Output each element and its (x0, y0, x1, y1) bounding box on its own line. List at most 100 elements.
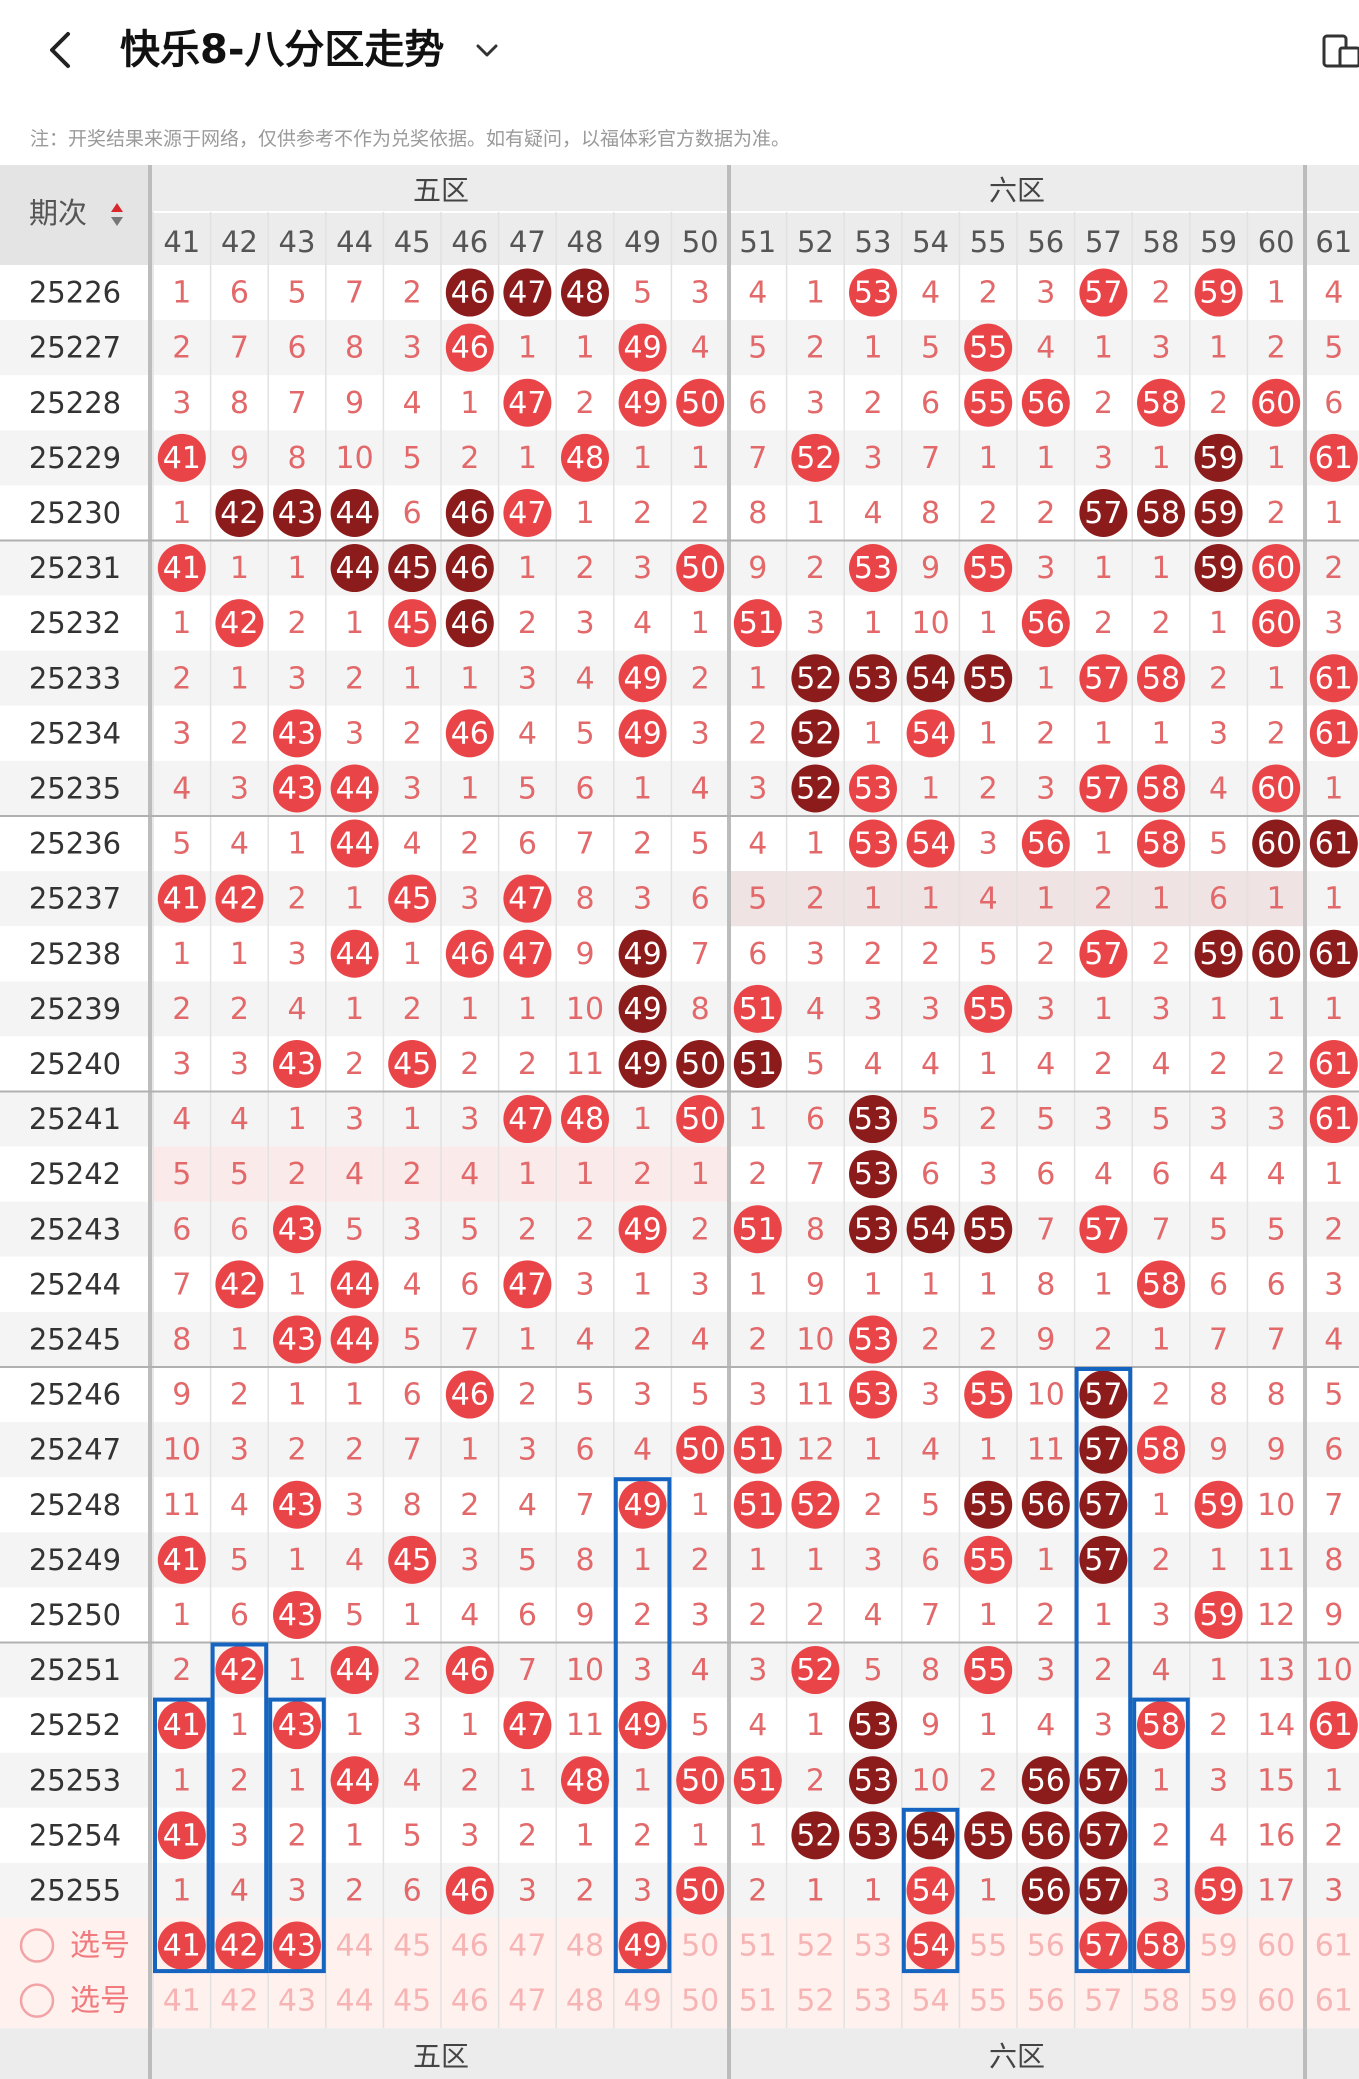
red-ball (733, 599, 782, 648)
select-number[interactable]: 58 (1142, 1984, 1180, 2019)
select-number[interactable]: 53 (854, 1984, 892, 2019)
ball-number: 52 (796, 441, 834, 476)
select-number[interactable]: 46 (451, 1929, 489, 1964)
select-number[interactable]: 42 (220, 1984, 258, 2019)
miss-value: 1 (460, 992, 479, 1027)
select-number[interactable]: 54 (912, 1984, 950, 2019)
period-number: 25233 (29, 661, 121, 695)
select-number[interactable]: 43 (278, 1984, 316, 2019)
back-arrow-icon[interactable] (40, 28, 84, 72)
ball-number: 55 (969, 1488, 1007, 1523)
period-header-cell[interactable] (0, 165, 150, 265)
select-number[interactable]: 55 (969, 1929, 1007, 1964)
select-number[interactable]: 48 (566, 1984, 604, 2019)
selected-ball[interactable] (215, 1921, 264, 1970)
ball-number: 55 (969, 331, 1007, 366)
ball-number: 59 (1200, 1873, 1238, 1908)
select-number[interactable]: 44 (336, 1929, 374, 1964)
miss-value: 3 (345, 1488, 364, 1523)
selected-ball-number[interactable]: 57 (1084, 1929, 1122, 1964)
selected-ball[interactable] (1137, 1921, 1185, 1970)
miss-value: 10 (912, 606, 950, 641)
selected-ball[interactable] (1079, 1921, 1128, 1970)
select-number[interactable]: 50 (681, 1984, 719, 2019)
selected-ball-number[interactable]: 43 (278, 1929, 316, 1964)
ball-number: 55 (969, 1212, 1007, 1247)
dark-ball (791, 1811, 840, 1860)
select-number[interactable]: 45 (393, 1929, 431, 1964)
footer-zone-title: 六区 (989, 2040, 1045, 2073)
screen-rotate-icon[interactable] (1318, 30, 1359, 74)
ball-number: 60 (1257, 551, 1295, 586)
select-number[interactable]: 55 (969, 1984, 1007, 2019)
column-header-51: 51 (739, 225, 776, 259)
select-number[interactable]: 61 (1315, 1929, 1353, 1964)
select-number[interactable]: 61 (1315, 1984, 1353, 2019)
ball-number: 49 (624, 716, 662, 751)
miss-value: 16 (1257, 1818, 1295, 1853)
select-number[interactable]: 51 (739, 1984, 777, 2019)
period-number: 25244 (29, 1267, 121, 1301)
ball-number: 46 (451, 937, 489, 972)
page-title[interactable]: 快乐8-八分区走势 (120, 27, 445, 73)
miss-value: 4 (633, 1433, 652, 1468)
select-number[interactable]: 47 (508, 1929, 546, 1964)
select-label[interactable]: 选号 (70, 1929, 130, 1964)
select-number[interactable]: 41 (163, 1984, 201, 2019)
dark-ball (849, 1811, 897, 1860)
selected-ball-number[interactable]: 58 (1142, 1929, 1180, 1964)
select-number[interactable]: 45 (393, 1984, 431, 2019)
select-number[interactable]: 59 (1200, 1984, 1238, 2019)
red-ball (1309, 1701, 1358, 1750)
ball-number: 49 (624, 937, 662, 972)
select-number[interactable]: 44 (336, 1984, 374, 2019)
selected-ball[interactable] (906, 1921, 955, 1970)
select-number[interactable]: 47 (508, 1984, 546, 2019)
miss-value: 1 (806, 1708, 825, 1743)
selected-ball-number[interactable]: 42 (220, 1929, 258, 1964)
miss-value: 3 (1324, 1267, 1343, 1302)
select-number[interactable]: 50 (681, 1929, 719, 1964)
select-number[interactable]: 56 (1027, 1984, 1065, 2019)
select-number[interactable]: 51 (739, 1929, 777, 1964)
select-radio[interactable] (19, 1983, 55, 2018)
miss-value: 3 (633, 1378, 652, 1413)
select-label[interactable]: 选号 (70, 1984, 130, 2019)
select-number[interactable]: 57 (1084, 1984, 1122, 2019)
select-number[interactable]: 59 (1200, 1929, 1238, 1964)
selected-ball[interactable] (273, 1921, 321, 1970)
selected-ball-number[interactable]: 54 (912, 1929, 950, 1964)
dark-ball (791, 709, 840, 758)
period-number: 25250 (29, 1598, 121, 1632)
select-number[interactable]: 46 (451, 1984, 489, 2019)
red-ball (1309, 1095, 1358, 1144)
miss-value: 4 (403, 1763, 422, 1798)
select-number[interactable]: 52 (796, 1984, 834, 2019)
miss-value: 2 (345, 1433, 364, 1468)
selected-ball-number[interactable]: 41 (163, 1929, 201, 1964)
select-number[interactable]: 53 (854, 1929, 892, 1964)
dark-ball (1079, 1811, 1128, 1860)
select-radio[interactable] (19, 1928, 55, 1963)
miss-value: 11 (1257, 1543, 1295, 1578)
select-number[interactable]: 48 (566, 1929, 604, 1964)
selected-ball[interactable] (618, 1921, 667, 1970)
miss-value: 1 (403, 1598, 422, 1633)
red-ball (388, 599, 437, 648)
period-number: 25241 (29, 1102, 121, 1136)
miss-value: 12 (1257, 1598, 1295, 1633)
miss-value: 2 (172, 1653, 191, 1688)
selected-ball[interactable] (157, 1921, 206, 1970)
dark-ball (791, 654, 840, 703)
period-header-label[interactable]: 期次 (29, 196, 87, 230)
ball-number: 45 (393, 606, 431, 641)
selected-ball-number[interactable]: 49 (624, 1929, 662, 1964)
select-number[interactable]: 60 (1257, 1984, 1295, 2019)
select-number[interactable]: 52 (796, 1929, 834, 1964)
select-number[interactable]: 49 (624, 1984, 662, 2019)
chevron-down-icon[interactable] (470, 36, 504, 64)
select-number[interactable]: 56 (1027, 1929, 1065, 1964)
miss-value: 2 (403, 1653, 422, 1688)
select-number[interactable]: 60 (1257, 1929, 1295, 1964)
ball-number: 46 (451, 276, 489, 311)
